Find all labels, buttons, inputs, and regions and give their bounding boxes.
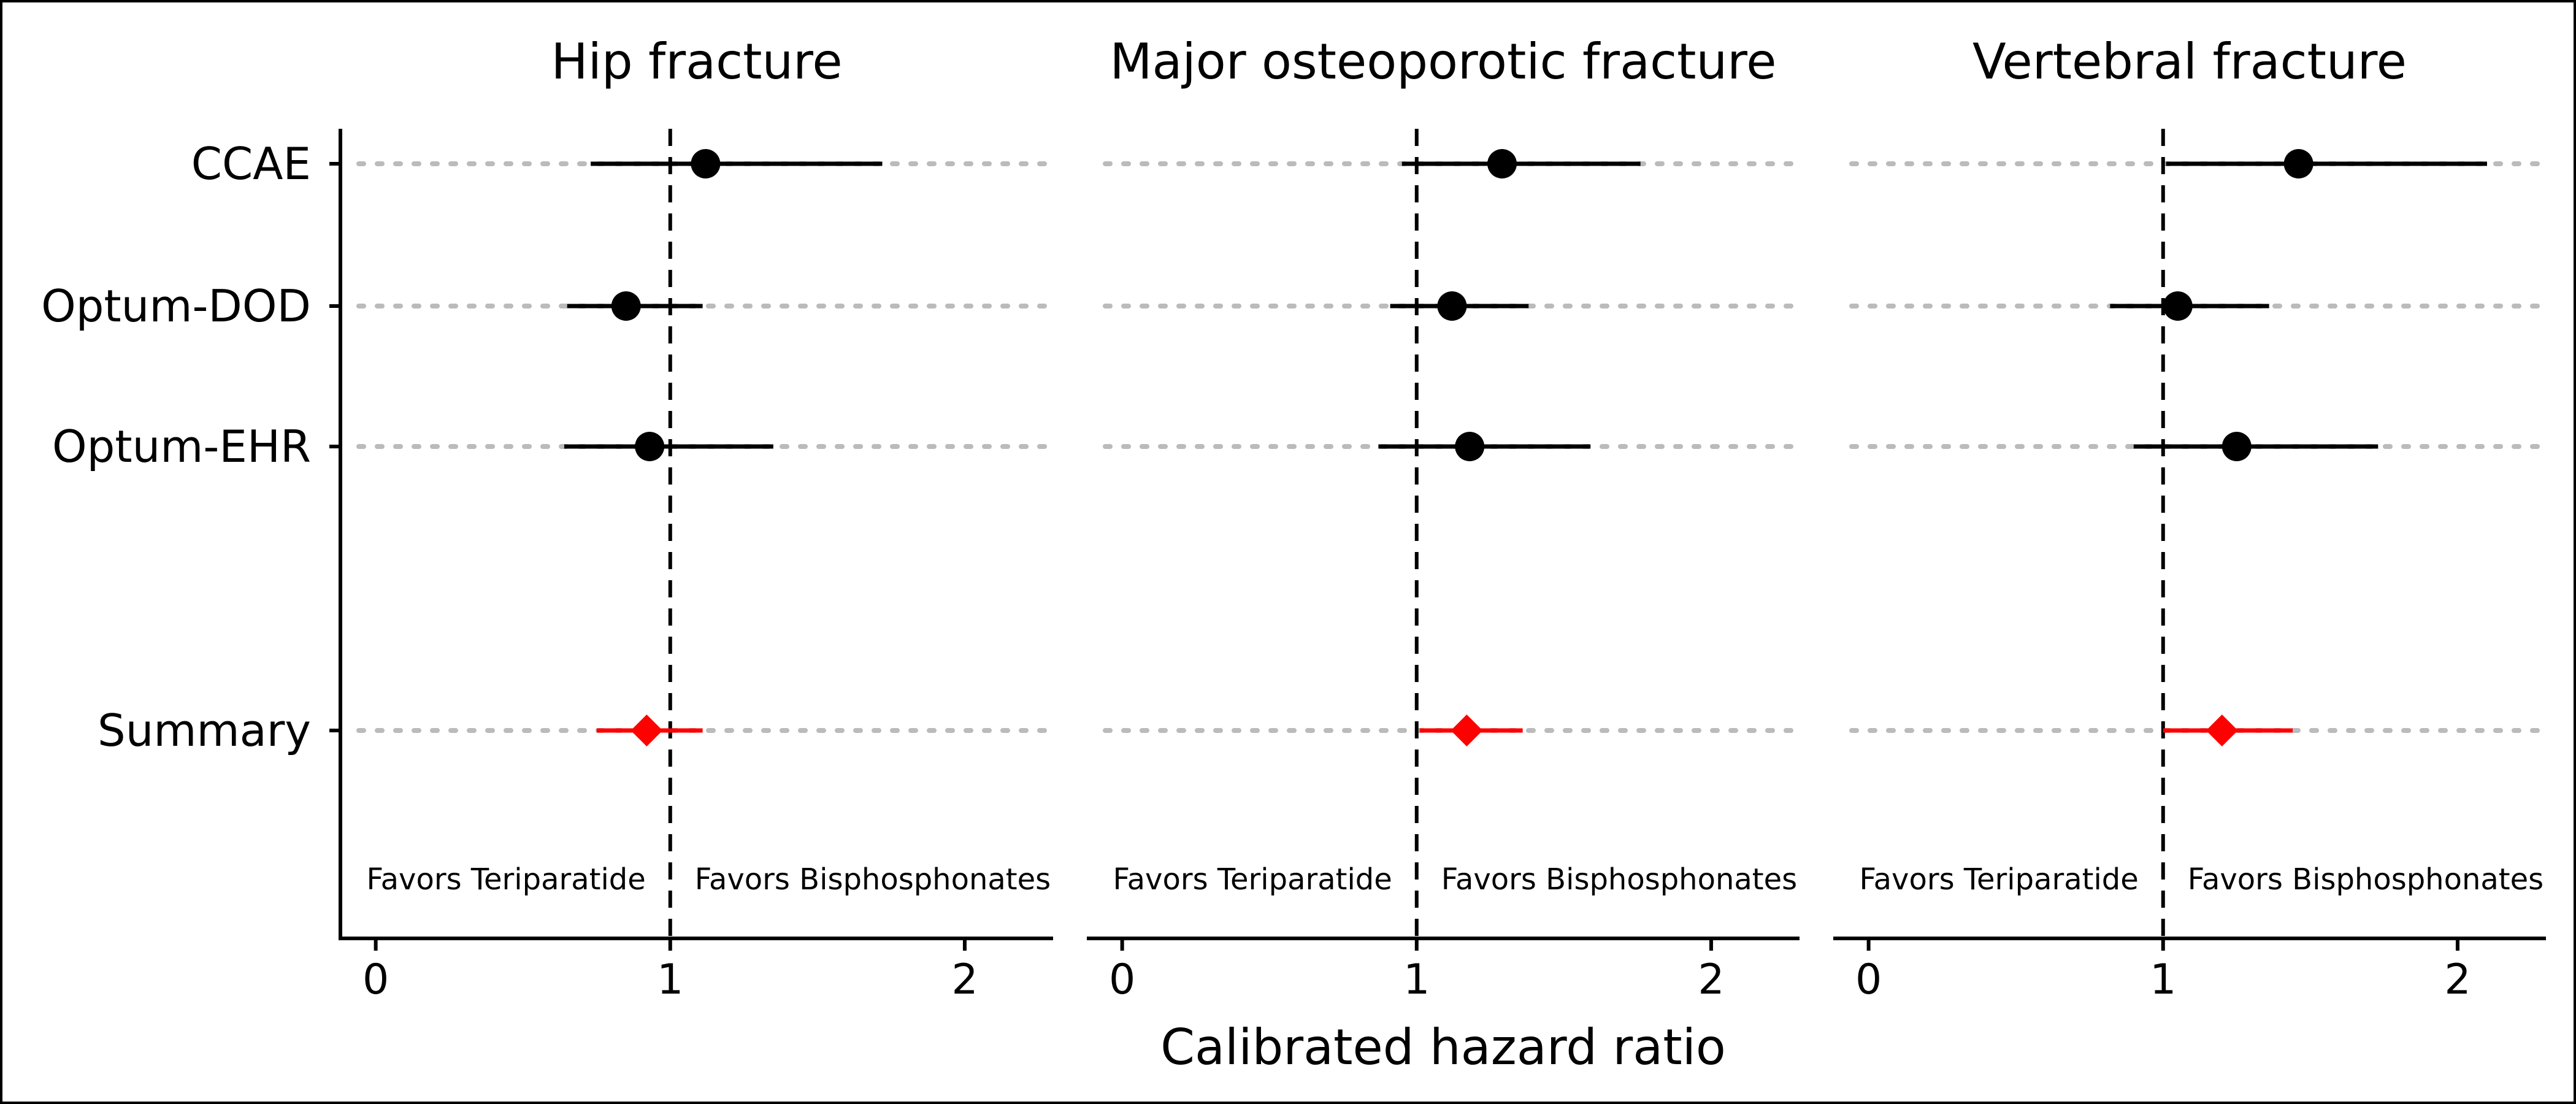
point-estimate-optum-dod [1437,291,1467,321]
row-label-optum-dod: Optum-DOD [41,280,311,332]
row-label-optum-ehr: Optum-EHR [52,421,311,472]
x-tick-label: 2 [951,956,978,1004]
panel-title: Major osteoporotic fracture [1110,33,1777,90]
favors-right-label: Favors Bisphosphonates [695,862,1051,897]
point-estimate-summary [2206,715,2238,746]
point-estimate-optum-ehr [1455,432,1485,461]
panel-major-osteoporotic-fracture: Major osteoporotic fracture 0 1 2 Favors Ter… [1087,33,1802,1004]
point-estimate-summary [1451,715,1483,746]
favors-right-label: Favors Bisphosphonates [1441,862,1797,897]
x-tick-label: 0 [1855,956,1882,1004]
point-estimate-optum-dod [2163,291,2193,321]
x-tick-label: 2 [2444,956,2471,1004]
x-tick-label: 1 [1403,956,1430,1004]
x-tick-label: 2 [1698,956,1724,1004]
row-label-ccae: CCAE [191,138,311,190]
point-estimate-optum-ehr [635,432,665,461]
panel-title: Hip fracture [551,33,842,90]
row-labels: CCAE Optum-DOD Optum-EHR Summary [41,138,340,756]
row-label-summary: Summary [98,705,311,756]
favors-left-label: Favors Teriparatide [1113,862,1392,897]
panel-hip-fracture: Hip fracture 0 1 2 Favors Teriparatide Favors… [340,33,1056,1004]
point-estimate-optum-dod [611,291,641,321]
x-axis-title: Calibrated hazard ratio [1160,1019,1726,1076]
favors-left-label: Favors Teriparatide [366,862,645,897]
x-tick-label: 0 [1109,956,1135,1004]
x-tick-label: 1 [2150,956,2176,1004]
point-estimate-summary [631,715,663,746]
point-estimate-ccae [691,149,721,178]
panel-title: Vertebral fracture [1972,33,2407,90]
favors-left-label: Favors Teriparatide [1859,862,2138,897]
x-tick-label: 1 [657,956,683,1004]
panel-vertebral-fracture: Vertebral fracture 0 1 2 Favors Teriparatide… [1833,33,2548,1004]
point-estimate-ccae [1487,149,1517,178]
x-tick-label: 0 [362,956,389,1004]
panels: Hip fracture 0 1 2 Favors Teriparatide Favors… [340,33,2548,1004]
favors-right-label: Favors Bisphosphonates [2188,862,2543,897]
point-estimate-optum-ehr [2221,432,2252,461]
point-estimate-ccae [2283,149,2313,178]
